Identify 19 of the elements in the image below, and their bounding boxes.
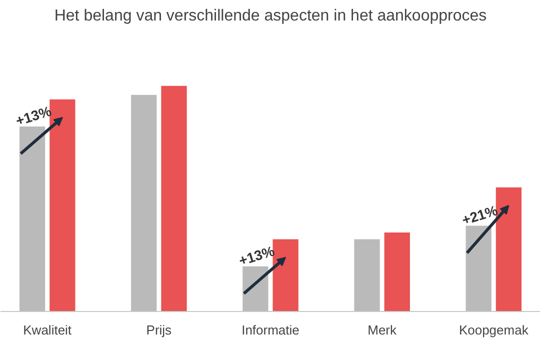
bar (272, 239, 298, 312)
bar (496, 187, 522, 312)
bar (354, 239, 380, 312)
bar (19, 126, 46, 312)
x-tick-label: Informatie (242, 322, 300, 338)
x-tick-label: Kwaliteit (23, 322, 72, 338)
x-tick-label: Koopgemak (458, 322, 529, 338)
bar (384, 232, 410, 312)
bar (466, 226, 492, 312)
annotation: +13% (14, 102, 54, 129)
bar (161, 86, 187, 312)
bar (50, 99, 76, 312)
x-tick-label: Prijs (146, 322, 172, 338)
chart-title: Het belang van verschillende aspecten in het aankoopproces (54, 8, 487, 24)
x-tick-label: Merk (368, 322, 398, 338)
bar (242, 266, 268, 312)
bar (131, 94, 157, 312)
annotation: +21% (460, 202, 500, 228)
annotation: +13% (236, 242, 277, 269)
